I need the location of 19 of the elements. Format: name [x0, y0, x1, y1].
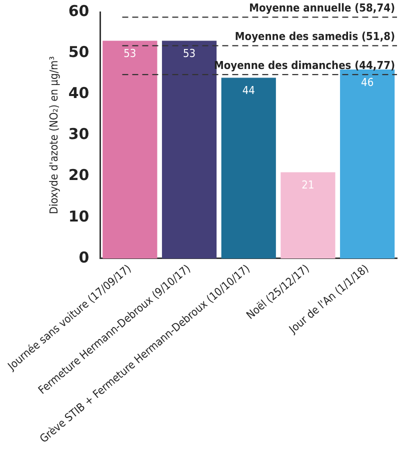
data-label: 53	[182, 47, 196, 60]
bar	[102, 40, 158, 258]
bar	[340, 70, 395, 258]
y-axis-title: Dioxyde d'azote (NO₂) en µg/m³	[48, 56, 61, 214]
bar	[221, 78, 276, 258]
data-label: 46	[361, 76, 374, 89]
bar	[280, 172, 336, 258]
y-tick-label: 20	[68, 166, 90, 184]
y-tick-label: 50	[68, 42, 90, 61]
y-tick-label: 0	[78, 248, 90, 266]
y-tick-label: 60	[68, 2, 90, 20]
data-label: 21	[302, 178, 314, 192]
y-tick-label: 40	[68, 84, 90, 102]
y-tick-label: 10	[68, 207, 90, 226]
data-label: 53	[124, 47, 136, 60]
data-label: 44	[242, 84, 255, 98]
ref-line-label: Moyenne annuelle (58,74)	[249, 2, 395, 15]
ref-line-label: Moyenne des samedis (51,8)	[234, 30, 395, 44]
y-tick-label: 30	[68, 125, 90, 144]
